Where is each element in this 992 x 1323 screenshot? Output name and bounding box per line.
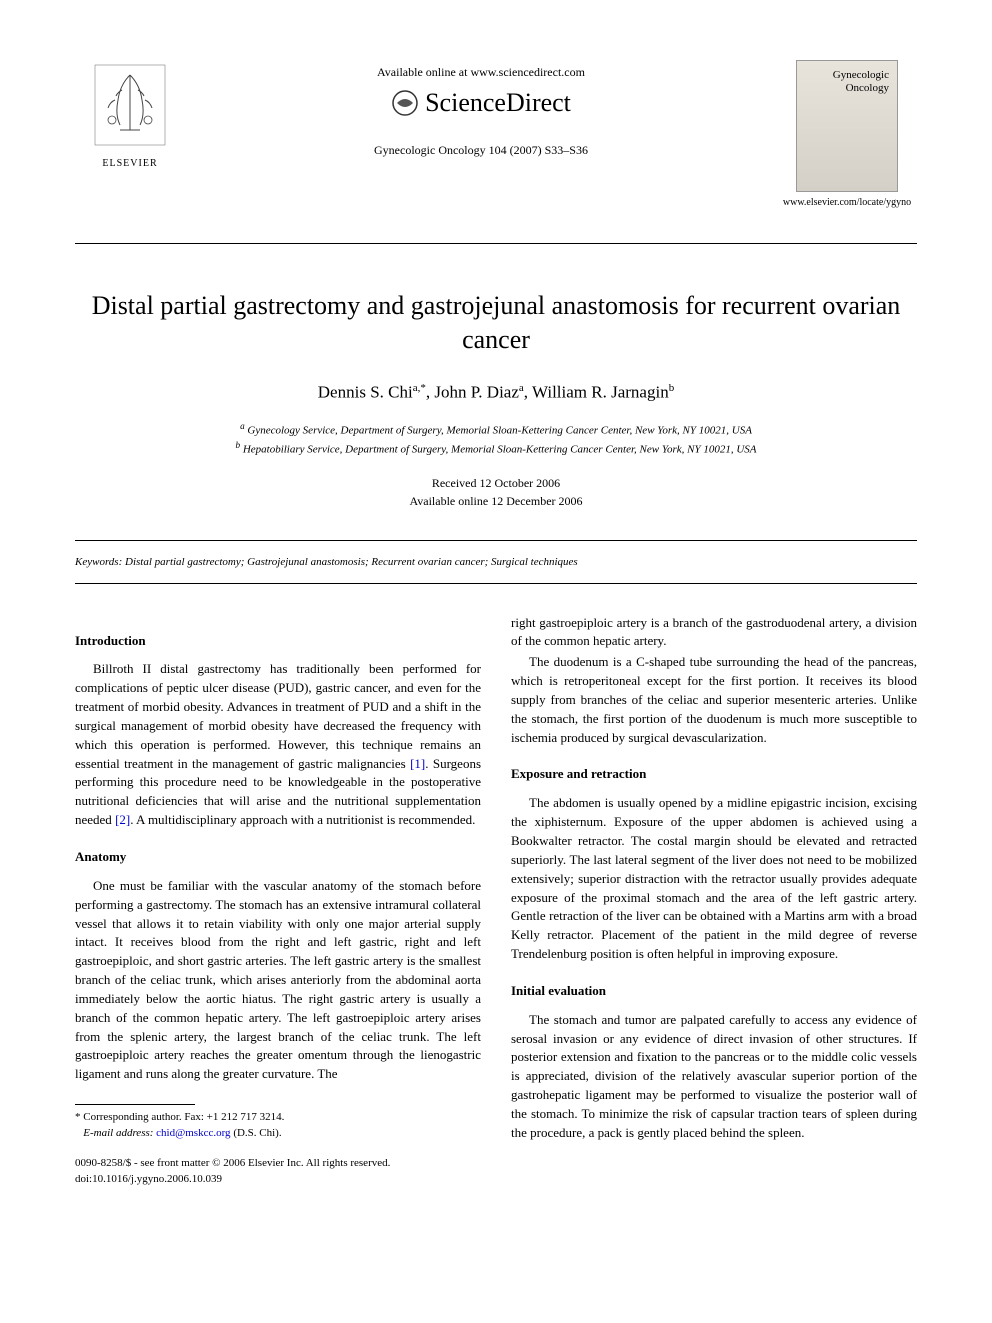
keywords-text: Distal partial gastrectomy; Gastrojejuna…: [125, 556, 578, 568]
sciencedirect-text: ScienceDirect: [425, 88, 571, 118]
journal-block: Gynecologic Oncology www.elsevier.com/lo…: [777, 60, 917, 208]
footnotes: * Corresponding author. Fax: +1 212 717 …: [75, 1110, 481, 1141]
affiliation-a: Gynecology Service, Department of Surger…: [247, 425, 752, 437]
header-center: Available online at www.sciencedirect.co…: [185, 60, 777, 158]
right-column: right gastroepiploic artery is a branch …: [511, 614, 917, 1188]
sciencedirect-swirl-icon: [391, 89, 419, 117]
anatomy-para-2: right gastroepiploic artery is a branch …: [511, 614, 917, 652]
footnote-separator: [75, 1104, 195, 1105]
anatomy-heading: Anatomy: [75, 848, 481, 867]
ref-link-2[interactable]: [2]: [115, 812, 130, 827]
email-link[interactable]: chid@mskcc.org: [156, 1127, 230, 1139]
article-body: Introduction Billroth II distal gastrect…: [75, 614, 917, 1188]
anatomy-para-1: One must be familiar with the vascular a…: [75, 877, 481, 1084]
author-3-sup: b: [669, 382, 675, 394]
article-page: ELSEVIER Available online at www.science…: [0, 0, 992, 1238]
author-1: Dennis S. Chi: [318, 382, 413, 401]
anatomy-para-3: The duodenum is a C-shaped tube surround…: [511, 653, 917, 747]
article-title: Distal partial gastrectomy and gastrojej…: [75, 289, 917, 357]
initial-eval-heading: Initial evaluation: [511, 982, 917, 1001]
journal-cover-title: Gynecologic Oncology: [833, 69, 889, 95]
elsevier-label: ELSEVIER: [75, 158, 185, 169]
keywords-line: Keywords: Distal partial gastrectomy; Ga…: [75, 556, 917, 568]
journal-cover-thumbnail: Gynecologic Oncology: [796, 60, 898, 192]
intro-heading: Introduction: [75, 632, 481, 651]
received-date: Received 12 October 2006: [432, 476, 560, 490]
author-list: Dennis S. Chia,*, John P. Diaza, William…: [75, 382, 917, 403]
elsevier-tree-logo-icon: [90, 60, 170, 150]
publisher-block: ELSEVIER: [75, 60, 185, 169]
article-dates: Received 12 October 2006 Available onlin…: [75, 474, 917, 510]
ref-link-1[interactable]: [1]: [410, 756, 425, 771]
intro-para: Billroth II distal gastrectomy has tradi…: [75, 660, 481, 830]
exposure-heading: Exposure and retraction: [511, 765, 917, 784]
sciencedirect-logo: ScienceDirect: [391, 88, 571, 118]
initial-eval-para: The stomach and tumor are palpated caref…: [511, 1011, 917, 1143]
affiliation-b: Hepatobiliary Service, Department of Sur…: [243, 444, 757, 456]
copyright-block: 0090-8258/$ - see front matter © 2006 El…: [75, 1156, 481, 1188]
online-date: Available online 12 December 2006: [409, 494, 582, 508]
keywords-label: Keywords:: [75, 556, 122, 568]
doi-line: doi:10.1016/j.ygyno.2006.10.039: [75, 1173, 222, 1185]
affiliations: a Gynecology Service, Department of Surg…: [75, 420, 917, 458]
author-2: John P. Diaz: [434, 382, 519, 401]
email-paren: (D.S. Chi).: [231, 1127, 282, 1139]
author-2-sup: a: [519, 382, 524, 394]
copyright-line-1: 0090-8258/$ - see front matter © 2006 El…: [75, 1157, 390, 1169]
email-line: E-mail address: chid@mskcc.org (D.S. Chi…: [75, 1126, 481, 1141]
journal-url: www.elsevier.com/locate/ygyno: [777, 197, 917, 208]
keywords-rule: [75, 583, 917, 584]
author-1-sup: a,*: [413, 382, 426, 394]
header-rule: [75, 243, 917, 244]
citation-line: Gynecologic Oncology 104 (2007) S33–S36: [185, 143, 777, 158]
corresponding-author: * Corresponding author. Fax: +1 212 717 …: [75, 1110, 481, 1125]
page-header: ELSEVIER Available online at www.science…: [75, 60, 917, 208]
title-rule: [75, 540, 917, 541]
left-column: Introduction Billroth II distal gastrect…: [75, 614, 481, 1188]
exposure-para: The abdomen is usually opened by a midli…: [511, 794, 917, 964]
author-3: William R. Jarnagin: [532, 382, 669, 401]
email-label: E-mail address:: [83, 1127, 153, 1139]
available-online-text: Available online at www.sciencedirect.co…: [185, 65, 777, 80]
